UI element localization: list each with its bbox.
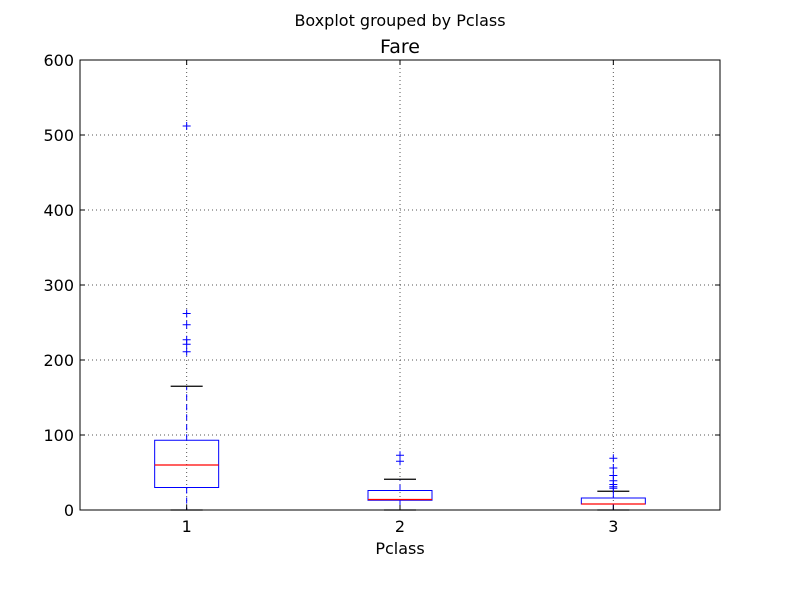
- outlier-point: [182, 347, 191, 356]
- outlier-point: [182, 335, 191, 344]
- iqr-box: [154, 439, 220, 488]
- x-tick-label: 2: [395, 517, 405, 536]
- x-tick-label: 3: [608, 517, 618, 536]
- axis-ticks: 0 100 200 300 400 500 600 1 2 3: [43, 51, 720, 536]
- y-tick-label: 0: [64, 501, 74, 520]
- y-tick-label: 500: [43, 126, 74, 145]
- boxes-layer: [154, 122, 646, 511]
- outlier-point: [609, 464, 618, 472]
- outlier-point: [182, 309, 191, 318]
- box-group-3: [580, 454, 646, 511]
- outlier-point: [609, 471, 618, 480]
- y-tick-label: 100: [43, 426, 74, 445]
- outlier-point: [396, 451, 404, 460]
- y-tick-label: 300: [43, 276, 74, 295]
- outlier-point: [609, 454, 618, 463]
- iqr-box: [367, 490, 433, 501]
- y-tick-label: 400: [43, 201, 74, 220]
- chart-title: Fare: [380, 36, 420, 58]
- outlier-point: [182, 320, 191, 329]
- y-tick-label: 200: [43, 351, 74, 370]
- x-tick-label: 1: [182, 517, 192, 536]
- outlier-point: [182, 122, 191, 130]
- y-tick-label: 600: [43, 51, 74, 70]
- grid-lines: [80, 59, 720, 511]
- chart-suptitle: Boxplot grouped by Pclass: [294, 11, 505, 30]
- x-axis-label: Pclass: [375, 539, 424, 558]
